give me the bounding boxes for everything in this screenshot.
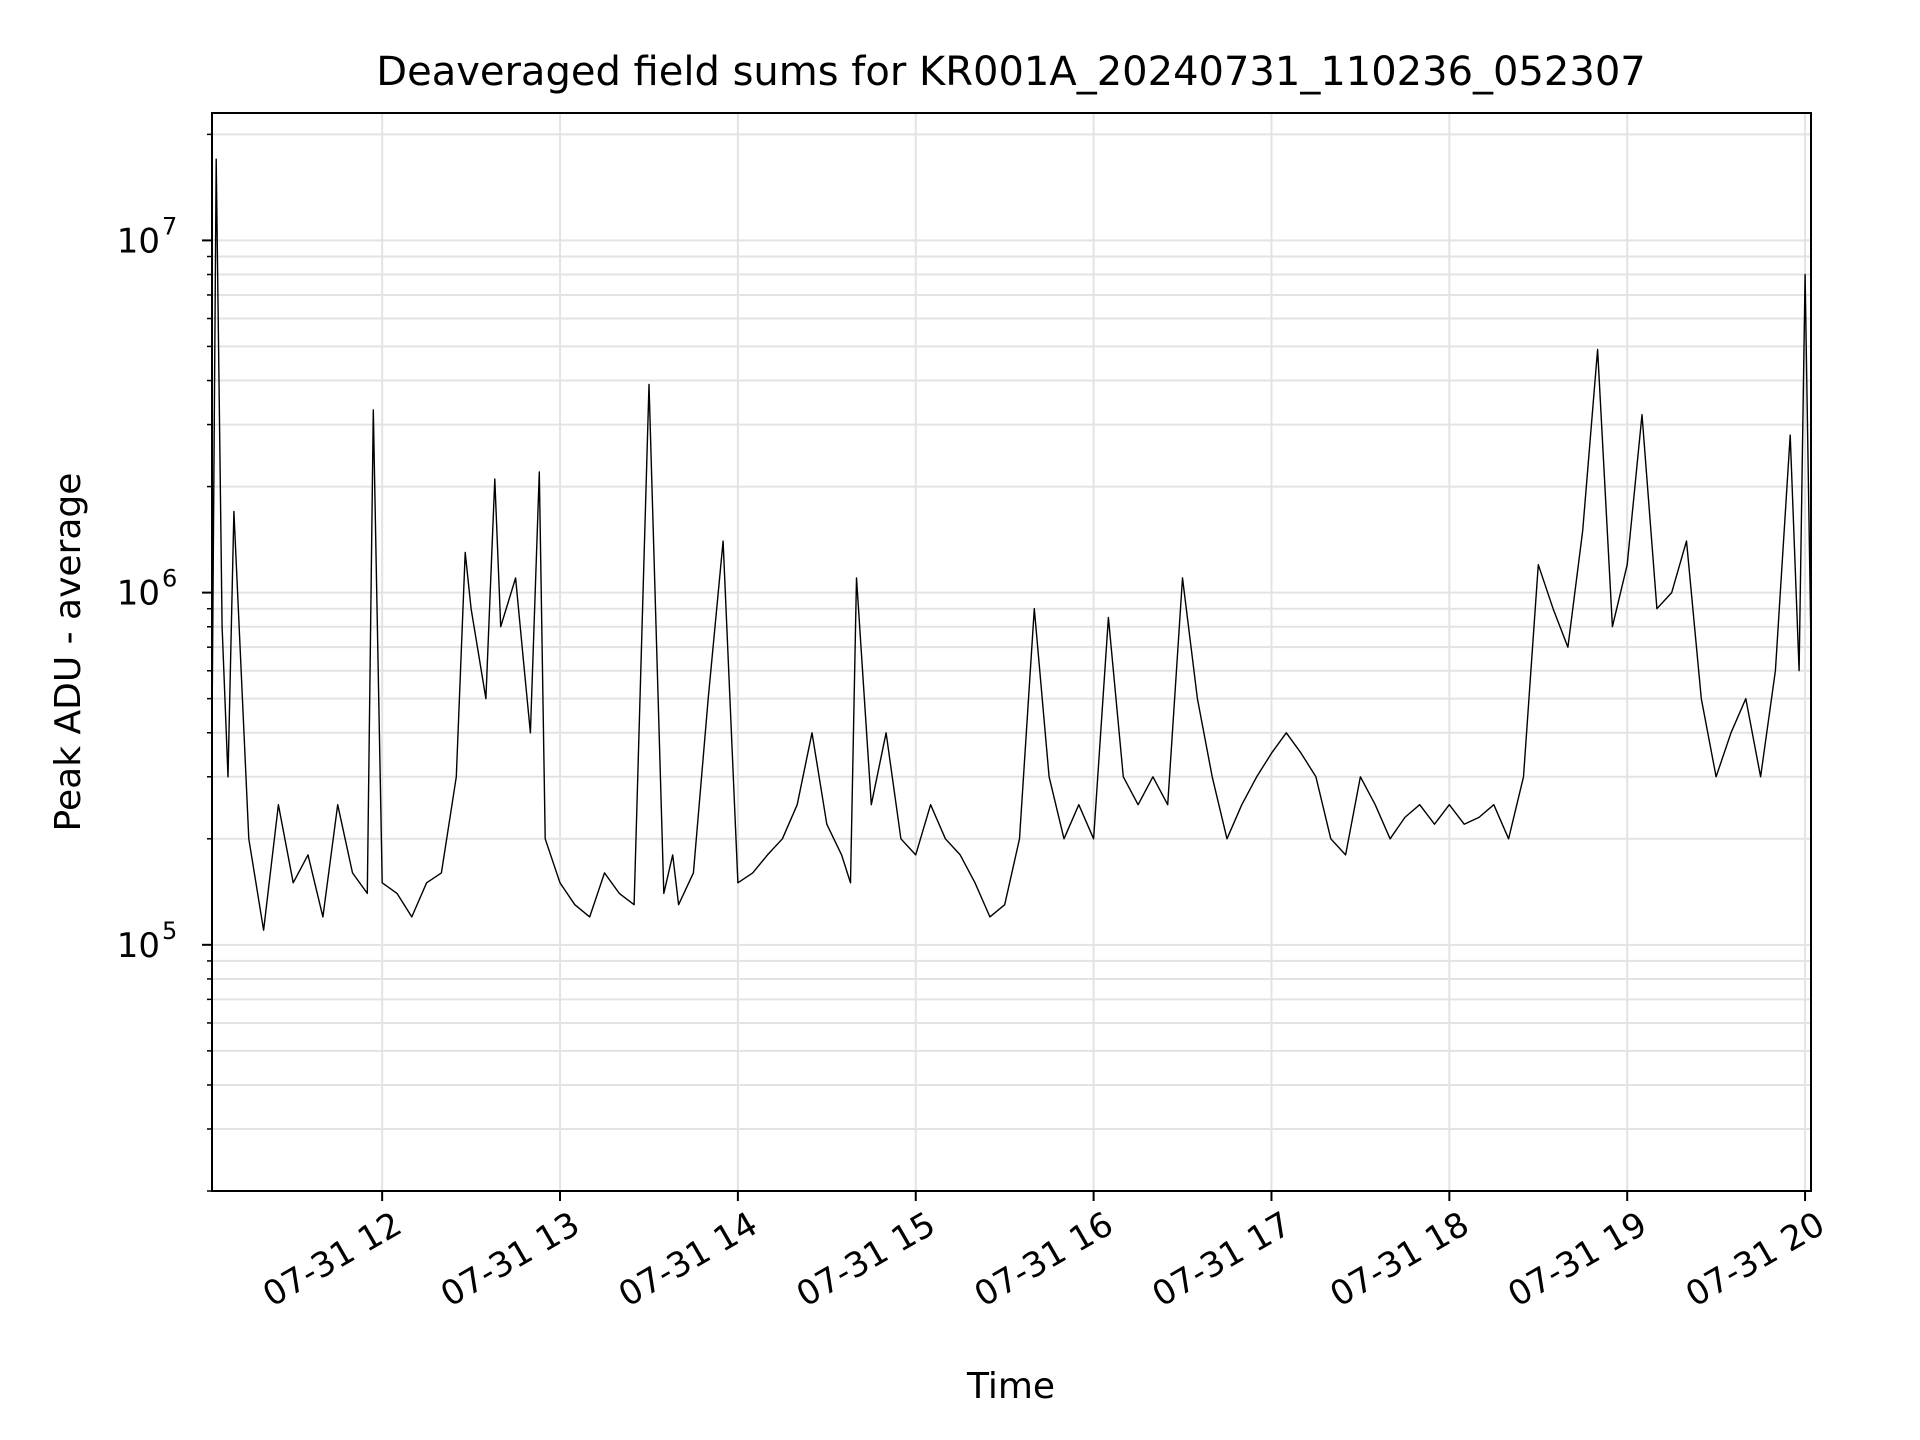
y-tick-label-exponent: 5 bbox=[162, 917, 177, 945]
plot-frame bbox=[211, 112, 1812, 1192]
grid-layer bbox=[212, 113, 1811, 1192]
series-layer bbox=[211, 158, 1812, 931]
y-axis-label: Peak ADU - average bbox=[48, 473, 89, 832]
y-tick-label-exponent: 6 bbox=[162, 565, 177, 593]
x-axis-label: Time bbox=[966, 1366, 1055, 1407]
y-tick-label-exponent: 7 bbox=[162, 212, 177, 240]
y-tick-label: 10 bbox=[117, 926, 160, 966]
chart-title: Deaveraged field sums for KR001A_2024073… bbox=[376, 49, 1645, 95]
y-tick-label: 10 bbox=[117, 574, 160, 614]
series-line bbox=[211, 158, 1812, 931]
y-tick-label: 10 bbox=[117, 221, 160, 261]
